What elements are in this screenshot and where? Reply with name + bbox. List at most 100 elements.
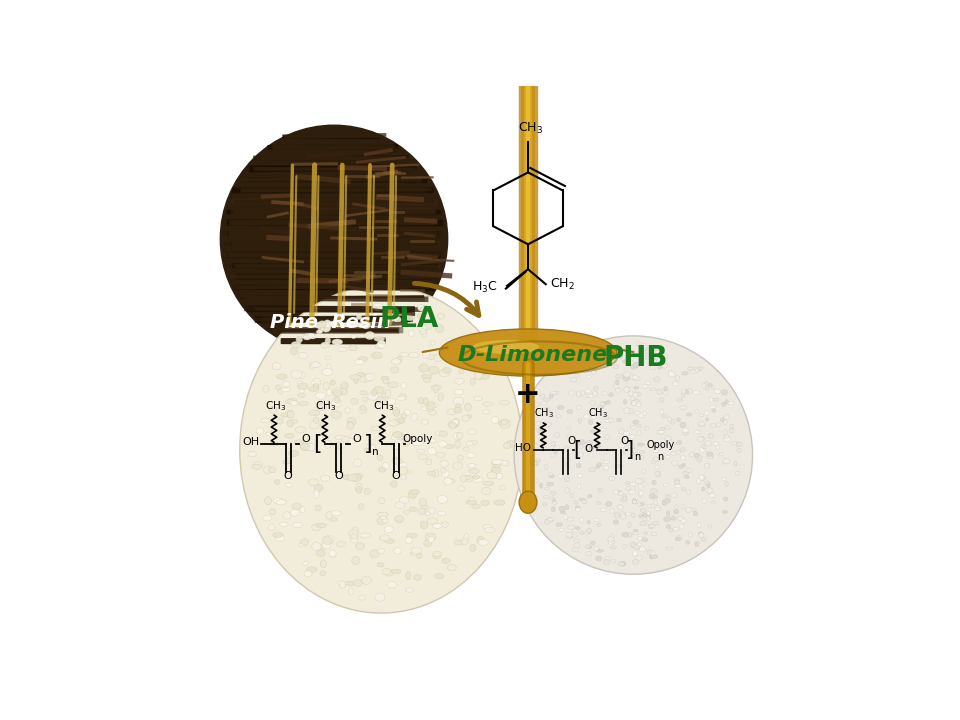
Text: H$_3$C: H$_3$C [472,280,497,295]
Ellipse shape [269,467,276,473]
Text: Pine  Resin: Pine Resin [271,312,391,331]
Ellipse shape [411,413,418,421]
Ellipse shape [676,398,683,402]
Ellipse shape [430,341,435,346]
Ellipse shape [275,480,280,485]
Ellipse shape [427,518,438,524]
Ellipse shape [698,436,704,442]
Ellipse shape [333,390,342,397]
Ellipse shape [615,380,619,385]
Ellipse shape [588,546,592,549]
Ellipse shape [335,435,346,440]
Ellipse shape [292,419,298,423]
Ellipse shape [597,549,604,552]
Ellipse shape [481,500,489,505]
Ellipse shape [576,374,580,377]
Ellipse shape [574,526,580,530]
Ellipse shape [449,422,456,428]
Ellipse shape [682,464,685,467]
Ellipse shape [419,325,427,333]
Ellipse shape [475,371,483,379]
Ellipse shape [296,336,302,343]
Ellipse shape [686,490,691,495]
Ellipse shape [709,397,713,402]
Ellipse shape [466,500,476,505]
Ellipse shape [287,411,295,418]
Ellipse shape [687,389,692,393]
Ellipse shape [564,458,570,463]
Ellipse shape [299,543,305,546]
Ellipse shape [414,575,421,580]
Ellipse shape [550,453,556,457]
Ellipse shape [423,323,432,330]
Ellipse shape [320,571,325,576]
Ellipse shape [724,415,730,420]
Text: [: [ [573,439,581,459]
Ellipse shape [578,418,582,423]
Ellipse shape [613,384,619,389]
Ellipse shape [349,345,357,351]
Ellipse shape [680,406,686,410]
Ellipse shape [440,460,448,467]
Ellipse shape [578,445,584,449]
Ellipse shape [453,408,462,413]
Ellipse shape [637,543,641,546]
Ellipse shape [551,507,556,512]
Ellipse shape [548,473,553,476]
Ellipse shape [384,526,394,533]
Ellipse shape [413,441,423,446]
Text: O: O [283,471,292,481]
Ellipse shape [552,501,557,504]
Ellipse shape [554,433,560,437]
Ellipse shape [597,523,601,526]
Ellipse shape [355,474,363,480]
Ellipse shape [468,464,476,468]
Ellipse shape [663,517,671,521]
Ellipse shape [622,495,627,500]
Ellipse shape [445,479,455,483]
Ellipse shape [271,430,279,435]
Ellipse shape [333,413,340,419]
Ellipse shape [584,499,587,503]
Ellipse shape [651,555,658,559]
Ellipse shape [313,379,321,387]
Ellipse shape [663,498,671,503]
Ellipse shape [610,546,615,549]
Ellipse shape [359,406,367,413]
Ellipse shape [469,367,479,372]
Ellipse shape [638,413,644,418]
Ellipse shape [588,395,594,397]
Ellipse shape [350,474,361,482]
Ellipse shape [463,344,472,351]
Ellipse shape [705,381,708,386]
Ellipse shape [263,385,269,392]
Ellipse shape [710,454,714,458]
Ellipse shape [638,354,644,358]
Ellipse shape [730,428,733,433]
Ellipse shape [348,418,356,426]
Ellipse shape [629,361,635,365]
Ellipse shape [399,467,407,474]
Ellipse shape [596,444,600,448]
Ellipse shape [498,420,508,426]
Ellipse shape [392,442,398,450]
Ellipse shape [614,513,619,518]
Ellipse shape [592,369,596,372]
Ellipse shape [388,582,396,588]
Ellipse shape [330,380,335,385]
Ellipse shape [556,523,563,526]
Ellipse shape [469,349,478,356]
Ellipse shape [591,369,595,374]
Text: O: O [585,444,593,454]
Ellipse shape [579,518,584,522]
Ellipse shape [467,453,476,458]
Ellipse shape [664,436,672,441]
Ellipse shape [634,400,639,402]
Ellipse shape [534,461,538,466]
Ellipse shape [298,381,303,387]
Circle shape [221,125,447,353]
Ellipse shape [598,349,604,354]
Ellipse shape [623,377,629,381]
Ellipse shape [639,490,643,496]
Ellipse shape [355,483,363,492]
